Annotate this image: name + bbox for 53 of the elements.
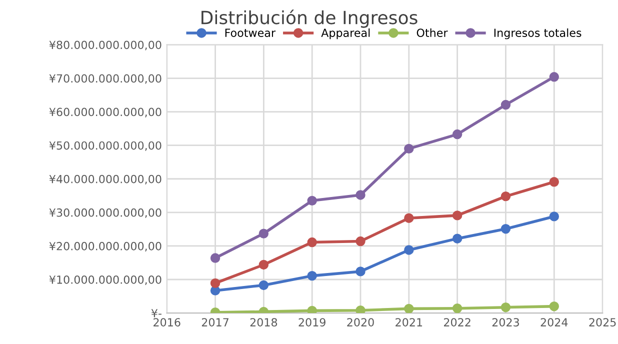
point xyxy=(549,212,559,222)
y-tick-label: ¥80.000.000.000,00 xyxy=(49,40,162,50)
y-tick-label: ¥50.000.000.000,00 xyxy=(49,141,162,151)
y-tick-label: ¥30.000.000.000,00 xyxy=(49,208,162,218)
x-tick-label: 2022 xyxy=(444,318,470,326)
point xyxy=(307,306,317,314)
x-tick-label: 2020 xyxy=(347,318,374,326)
point xyxy=(307,196,317,206)
point xyxy=(356,266,366,276)
point xyxy=(210,253,220,263)
y-tick-label: ¥70.000.000.000,00 xyxy=(49,74,162,84)
y-tick-label: ¥10.000.000.000,00 xyxy=(49,275,162,286)
chart-title: Distribución de Ingresos xyxy=(202,10,418,28)
point xyxy=(258,228,269,238)
point xyxy=(210,278,220,288)
x-tick-label: 2021 xyxy=(396,318,422,326)
x-tick-label: 2025 xyxy=(589,318,616,326)
point xyxy=(307,237,317,248)
point xyxy=(500,100,511,110)
legend-label: Appareal xyxy=(321,28,370,40)
point xyxy=(404,213,414,223)
y-tick-label: ¥- xyxy=(151,309,162,318)
point xyxy=(404,304,414,314)
point xyxy=(500,302,511,312)
point xyxy=(549,72,559,82)
x-tick-label: 2017 xyxy=(202,318,228,326)
legend-label: Other xyxy=(416,28,448,38)
x-tick-label: 2016 xyxy=(154,318,180,326)
x-tick-label: 2023 xyxy=(492,318,519,326)
point xyxy=(258,260,269,270)
point xyxy=(404,245,414,255)
point xyxy=(549,177,559,187)
x-tick-label: 2024 xyxy=(540,318,568,326)
point xyxy=(452,234,462,244)
y-tick-label: ¥40.000.000.000,00 xyxy=(49,174,162,184)
point xyxy=(356,305,366,314)
point xyxy=(356,190,366,200)
point xyxy=(452,303,462,314)
legend-label: Footwear xyxy=(225,28,276,38)
point xyxy=(452,210,462,220)
point xyxy=(404,144,414,154)
x-tick-label: 2018 xyxy=(250,318,278,326)
point xyxy=(500,191,511,202)
x-tick-label: 2019 xyxy=(298,318,326,326)
point xyxy=(452,129,462,140)
legend-label: Ingresos totales xyxy=(494,28,582,40)
point xyxy=(258,280,269,290)
point xyxy=(356,236,366,246)
point xyxy=(307,270,317,281)
y-tick-label: ¥60.000.000.000,00 xyxy=(49,108,162,118)
y-tick-label: ¥20.000.000.000,00 xyxy=(49,242,162,252)
point xyxy=(549,301,559,312)
point xyxy=(500,224,511,234)
